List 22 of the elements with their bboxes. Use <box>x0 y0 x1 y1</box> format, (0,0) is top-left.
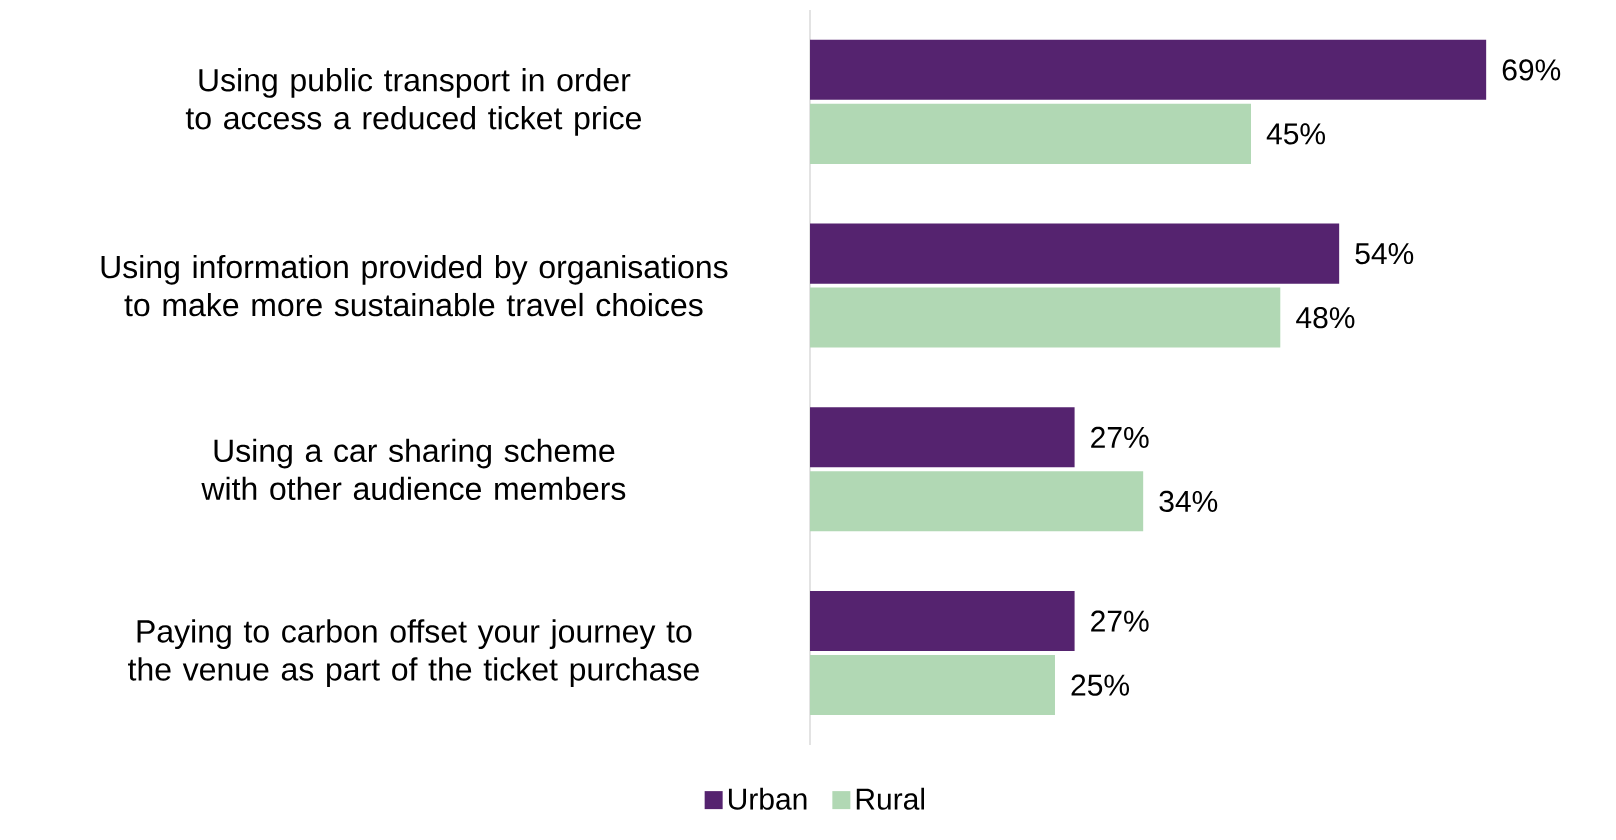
bar <box>810 655 1055 716</box>
bar <box>810 223 1340 284</box>
y-tick-label: Paying to carbon offset your journey to the venue as part of the ticket purchase <box>128 619 699 688</box>
data-label: 25% <box>1071 674 1130 696</box>
data-label: 27% <box>1091 426 1149 448</box>
data-label: 48% <box>1296 307 1355 329</box>
bar <box>810 39 1487 100</box>
legend-label: Rural <box>856 787 925 810</box>
y-tick-label: Using information provided by organisations to make more sustainable travel choices <box>101 254 728 317</box>
bar <box>810 591 1075 652</box>
data-label: 45% <box>1266 123 1325 145</box>
data-label: 69% <box>1502 59 1561 81</box>
bar <box>810 471 1144 532</box>
y-tick-label: Using a car sharing scheme with other audience members <box>201 438 626 501</box>
bar <box>810 407 1075 468</box>
data-label: 34% <box>1159 490 1218 512</box>
legend-label: Urban <box>728 787 807 810</box>
bar <box>810 287 1281 348</box>
data-label: 27% <box>1091 610 1149 632</box>
data-label: 54% <box>1355 243 1414 265</box>
y-tick-label: Using public transport in order to access a reduced ticket price <box>185 67 641 136</box>
bar <box>810 103 1251 164</box>
